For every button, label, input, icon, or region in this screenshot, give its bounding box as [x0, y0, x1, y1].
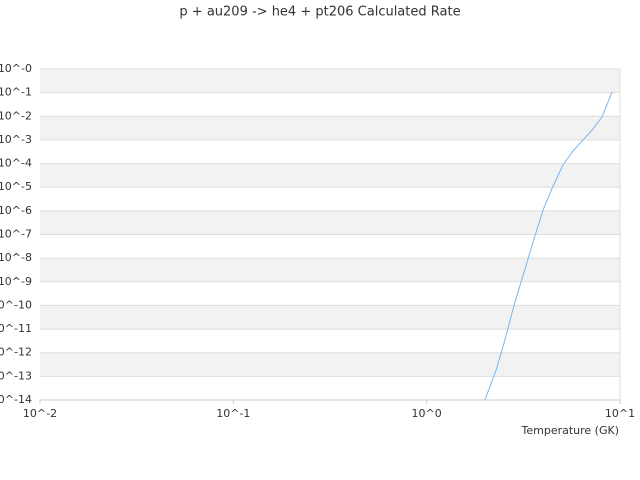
grid-band — [40, 352, 620, 377]
y-tick-label: 10^-8 — [0, 251, 32, 264]
y-tick-label: 10^-14 — [0, 393, 32, 406]
y-tick-label: 10^-10 — [0, 298, 32, 311]
x-axis-label: Temperature (GK) — [521, 424, 620, 437]
x-tick-label: 10^-1 — [216, 407, 250, 420]
y-tick-label: 10^-6 — [0, 204, 32, 217]
chart-title: p + au209 -> he4 + pt206 Calculated Rate — [179, 5, 460, 20]
y-tick-label: 10^-1 — [0, 86, 32, 99]
y-tick-label: 10^-0 — [0, 62, 32, 75]
y-tick-label: 10^-3 — [0, 133, 32, 146]
x-tick-label: 10^1 — [605, 407, 635, 420]
y-tick-label: 10^-2 — [0, 109, 32, 122]
y-tick-label: 10^-9 — [0, 275, 32, 288]
y-tick-label: 10^-11 — [0, 322, 32, 335]
grid-band — [40, 305, 620, 330]
x-tick-label: 10^0 — [412, 407, 442, 420]
y-tick-label: 10^-4 — [0, 157, 32, 170]
grid-band — [40, 163, 620, 188]
x-tick-label: 10^-2 — [23, 407, 57, 420]
y-tick-label: 10^-13 — [0, 369, 32, 382]
grid-band — [40, 69, 620, 93]
y-tick-label: 10^-5 — [0, 180, 32, 193]
y-tick-label: 10^-12 — [0, 346, 32, 359]
grid-band — [40, 210, 620, 235]
grid-band — [40, 258, 620, 282]
y-tick-label: 10^-7 — [0, 228, 32, 241]
line — [484, 91, 613, 400]
grid-band — [40, 116, 620, 140]
